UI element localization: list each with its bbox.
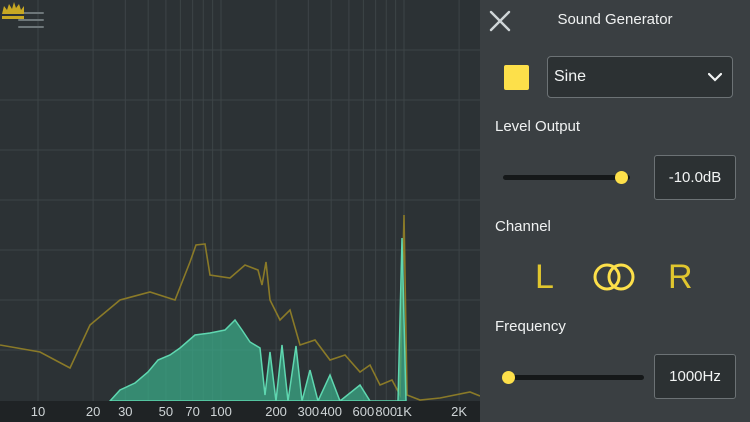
frequency-value-field[interactable]: 1000Hz [654,354,736,399]
waveform-selected-value: Sine [554,68,587,85]
channel-right-button[interactable]: R [668,258,693,296]
level-slider-thumb[interactable] [614,171,628,184]
crown-icon[interactable] [0,0,26,22]
freq-tick-label: 600 [352,404,375,419]
frequency-axis: 10 20 30 50 70 100 200 300 400 600 800 1K 2K [0,401,480,422]
spectrum-analyzer[interactable]: 10 20 30 50 70 100 200 300 400 600 800 1K 2K [0,0,480,422]
freq-tick-label: 100 [210,404,232,419]
panel-title: Sound Generator [557,11,673,28]
freq-tick-label: 50 [158,404,174,419]
channel-label: Channel [495,218,551,235]
spectrum-fill [108,237,407,404]
level-slider[interactable] [503,175,630,180]
level-output-label: Level Output [495,118,581,135]
chevron-down-icon [708,72,722,82]
freq-tick-label: 1K [396,404,412,419]
level-value-field[interactable]: -10.0dB [654,155,736,200]
freq-tick-label: 20 [85,404,101,419]
freq-tick-label: 10 [30,404,46,419]
frequency-slider[interactable] [503,375,644,380]
freq-tick-label: 30 [118,404,133,419]
menu-icon[interactable] [18,12,44,32]
close-icon[interactable] [487,8,513,34]
freq-tick-label: 300 [297,404,320,419]
frequency-slider-thumb[interactable] [502,371,516,384]
waveform-select[interactable]: Sine [547,56,733,98]
freq-tick-label: 70 [185,404,200,419]
stereo-link-icon[interactable] [592,262,636,292]
freq-tick-label: 400 [320,404,343,419]
freq-tick-label: 800 [375,404,398,419]
frequency-label: Frequency [495,318,566,335]
channel-left-button[interactable]: L [535,258,554,296]
freq-tick-label: 2K [451,404,468,419]
spectrum-plot [0,0,480,404]
freq-tick-label: 200 [265,404,287,419]
waveform-color-swatch [504,65,529,90]
